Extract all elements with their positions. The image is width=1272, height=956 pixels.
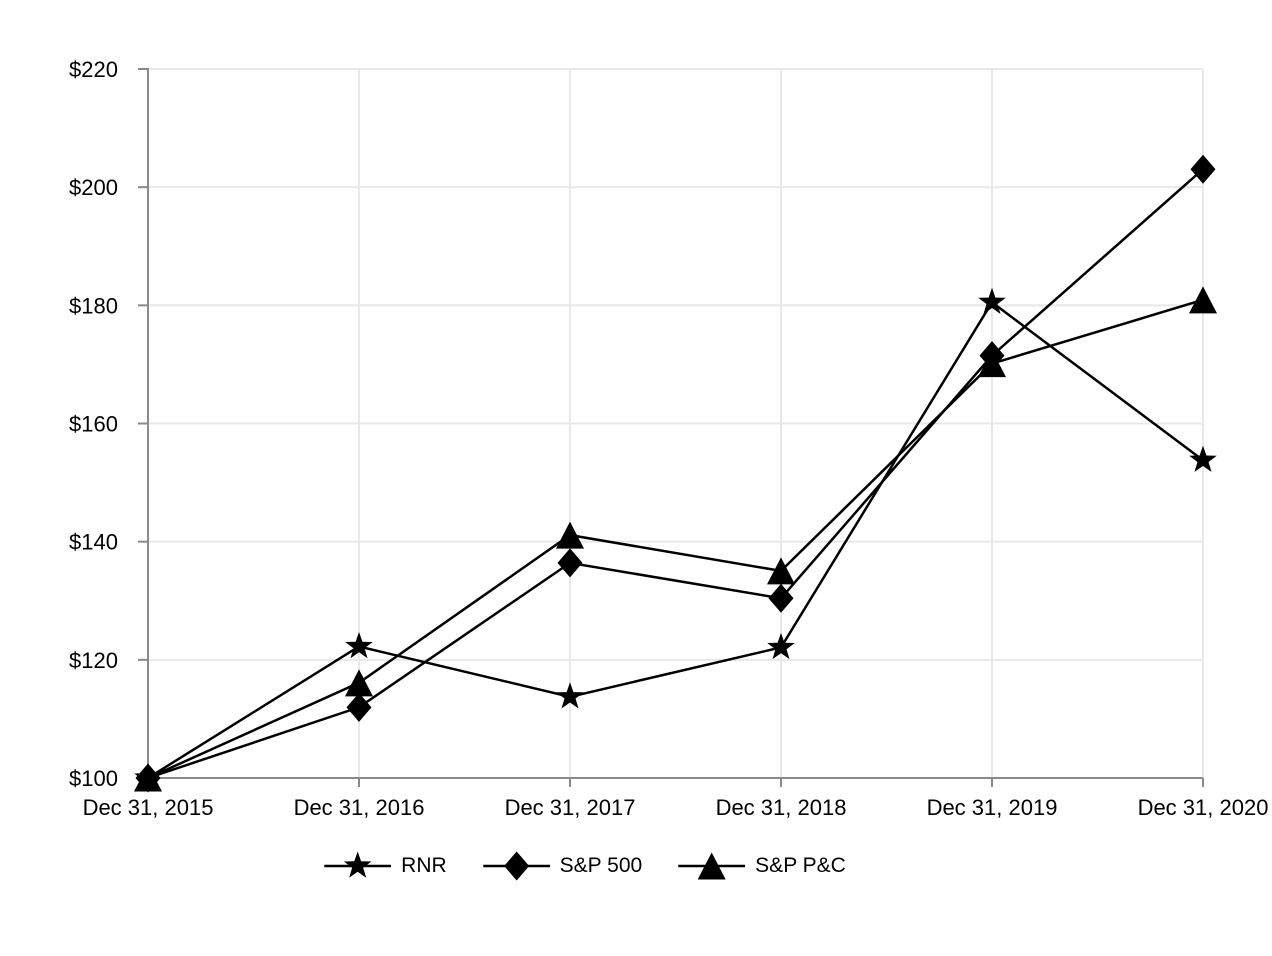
triangle-marker <box>556 521 584 549</box>
legend-label-s-p-p-c: S&P P&C <box>755 854 846 877</box>
y-tick-label: $160 <box>69 412 118 437</box>
y-tick-label: $220 <box>69 57 118 82</box>
star-marker <box>1189 445 1217 472</box>
y-tick-label: $120 <box>69 648 118 673</box>
star-marker <box>556 682 584 709</box>
y-tick-label: $180 <box>69 293 118 318</box>
x-tick-labels: Dec 31, 2015 Dec 31, 2016 Dec 31, 2017 Dec … <box>83 795 1269 820</box>
series-s-p-500 <box>135 154 1216 793</box>
series-rnr <box>134 287 1217 790</box>
y-tick-label: $100 <box>69 766 118 791</box>
x-tick-label: Dec 31, 2017 <box>505 795 636 820</box>
star-legend-icon <box>324 851 392 878</box>
diamond-marker <box>1190 154 1216 184</box>
series-line-rnr <box>147 300 1204 780</box>
triangle-marker <box>345 669 373 697</box>
legend-item-rnr: RNR <box>324 849 447 883</box>
diamond-legend-icon <box>482 851 550 881</box>
axes <box>138 68 1204 787</box>
series-line-s-p-500 <box>147 168 1204 780</box>
triangle-marker <box>134 764 162 792</box>
diamond-marker <box>557 548 583 578</box>
x-tick-label: Dec 31, 2019 <box>927 795 1058 820</box>
series-line-s-p-p-c <box>147 298 1204 780</box>
legend-label-s-p-500: S&P 500 <box>559 854 643 877</box>
y-tick-labels: $100 $120 $140 $160 $180 $200 $220 <box>69 57 118 791</box>
triangle-marker <box>767 557 795 585</box>
star-marker <box>767 632 795 660</box>
chart-legend: RNR S&P 500 S&P P&C <box>324 849 846 883</box>
series-s-p-p-c <box>134 286 1217 792</box>
triangle-marker <box>978 350 1006 378</box>
x-tick-label: Dec 31, 2016 <box>294 795 425 820</box>
legend-item-s-p-500: S&P 500 <box>482 849 643 883</box>
triangle-legend-icon <box>678 852 746 880</box>
star-marker <box>345 631 373 659</box>
diamond-marker <box>346 692 372 722</box>
x-tick-label: Dec 31, 2018 <box>716 795 847 820</box>
x-tick-label: Dec 31, 2020 <box>1138 795 1269 820</box>
gridlines <box>148 68 1204 778</box>
star-marker <box>978 287 1006 314</box>
legend-label-rnr: RNR <box>401 854 447 877</box>
triangle-marker <box>1189 286 1217 314</box>
x-tick-label: Dec 31, 2015 <box>83 795 214 820</box>
y-tick-label: $200 <box>69 175 118 200</box>
legend-item-s-p-p-c: S&P P&C <box>678 849 846 883</box>
y-tick-label: $140 <box>69 530 118 555</box>
diamond-marker <box>768 583 794 613</box>
